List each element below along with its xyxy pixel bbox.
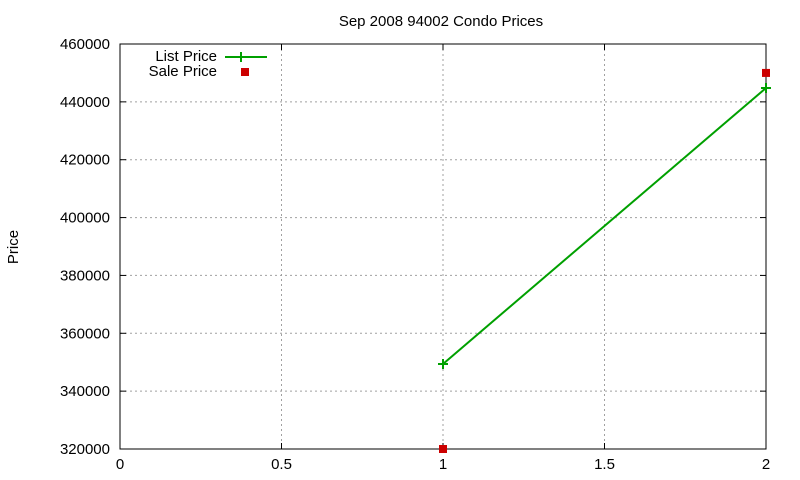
list-price-line (442, 87, 767, 365)
x-tick-label: 0 (116, 456, 124, 473)
x-tick-label: 2 (762, 456, 770, 473)
x-tick-label: 1 (439, 456, 447, 473)
legend-label-list: List Price (155, 48, 217, 65)
legend-label-sale: Sale Price (149, 63, 217, 80)
square-marker-icon (762, 68, 770, 77)
y-tick-label: 360000 (60, 325, 110, 342)
y-tick-label: 440000 (60, 94, 110, 111)
x-tick-label: 0.5 (271, 456, 292, 473)
y-tick-label: 460000 (60, 36, 110, 53)
y-tick-label: 380000 (60, 267, 110, 284)
y-tick-label: 340000 (60, 383, 110, 400)
y-tick-label: 320000 (60, 441, 110, 458)
chart-title: Sep 2008 94002 Condo Prices (339, 13, 543, 30)
square-marker-icon (439, 445, 447, 453)
y-tick-label: 420000 (60, 152, 110, 169)
plus-marker-icon (761, 82, 771, 93)
plus-marker-icon (438, 358, 448, 369)
data-series (438, 68, 771, 453)
legend-plus-icon (236, 52, 246, 62)
legend-square-icon (241, 68, 249, 76)
y-tick-label: 400000 (60, 210, 110, 227)
x-tick-label: 1.5 (594, 456, 615, 473)
y-axis-label: Price (5, 230, 22, 264)
axis-ticks: 320000 340000 360000 380000 400000 420000 4400… (60, 36, 770, 473)
legend: List Price Sale Price (149, 48, 267, 80)
grid-lines (120, 44, 766, 449)
